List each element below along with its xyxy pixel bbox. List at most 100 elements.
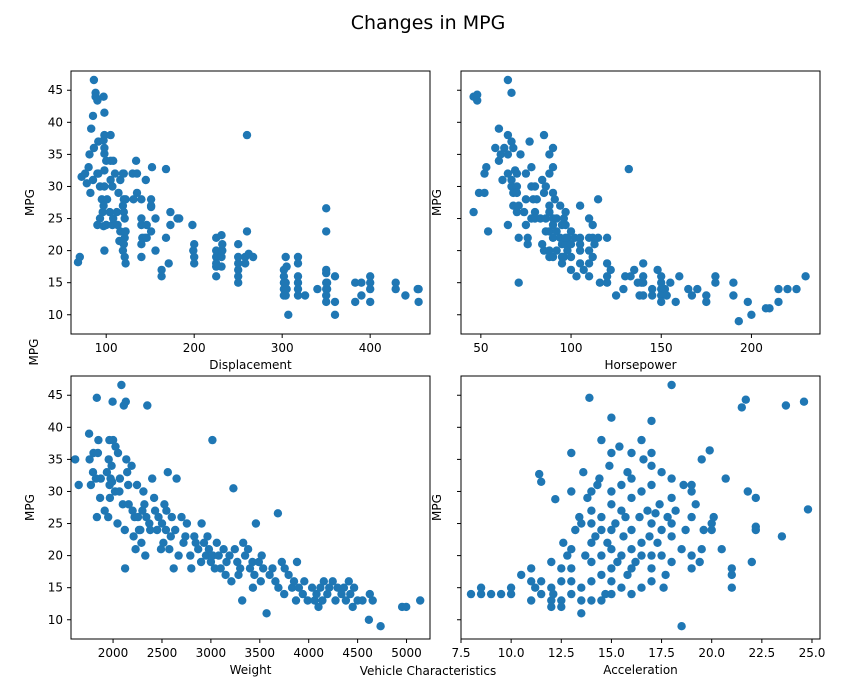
data-point — [548, 252, 558, 262]
data-point — [208, 551, 217, 560]
data-point — [110, 169, 120, 178]
data-point — [486, 589, 496, 599]
data-point — [648, 291, 657, 300]
data-point — [136, 525, 145, 535]
data-point — [166, 532, 175, 541]
data-point — [87, 124, 96, 133]
data-point — [307, 583, 317, 592]
data-point — [591, 532, 600, 541]
data-point — [106, 130, 115, 140]
data-point — [120, 252, 129, 262]
data-point — [199, 538, 209, 547]
data-point — [124, 500, 133, 509]
data-point — [584, 259, 594, 268]
data-point — [623, 570, 632, 580]
data-point — [575, 240, 585, 249]
data-point — [313, 284, 322, 294]
data-point — [138, 506, 147, 515]
data-point — [557, 596, 566, 605]
data-point — [551, 495, 560, 504]
data-point — [271, 577, 280, 586]
data-point — [316, 583, 325, 592]
y-tick-label: 35 — [48, 452, 63, 466]
data-point — [675, 272, 684, 281]
data-point — [157, 519, 167, 528]
data-point — [556, 201, 565, 210]
data-point — [330, 297, 340, 307]
data-point — [587, 557, 596, 567]
data-point — [597, 435, 606, 445]
data-point — [537, 577, 546, 586]
y-axis-label: MPG — [430, 494, 444, 521]
data-point — [514, 233, 523, 242]
data-point — [365, 589, 374, 599]
data-point — [469, 207, 478, 217]
x-tick-label: 2500 — [147, 646, 178, 660]
data-point — [190, 252, 199, 262]
data-point — [115, 487, 124, 496]
data-point — [584, 246, 594, 255]
data-point — [635, 512, 644, 522]
data-point — [630, 265, 639, 275]
data-point — [711, 278, 720, 287]
data-point — [120, 564, 130, 573]
data-point — [615, 442, 624, 451]
data-point — [607, 545, 616, 554]
data-point — [781, 401, 791, 410]
data-point — [579, 265, 588, 275]
data-point — [293, 291, 303, 300]
data-point — [93, 96, 102, 105]
data-point — [531, 583, 540, 592]
data-point — [545, 150, 554, 159]
data-point — [281, 252, 290, 262]
data-point — [575, 233, 585, 242]
data-point — [548, 143, 558, 153]
data-point — [291, 596, 301, 605]
data-point — [391, 278, 400, 287]
y-tick-label: 10 — [48, 308, 63, 322]
data-point — [109, 214, 118, 223]
x-tick-label: 100 — [560, 341, 583, 355]
data-point — [104, 455, 113, 464]
data-point — [212, 538, 221, 547]
x-tick-label: 7.5 — [451, 646, 470, 660]
data-point — [116, 175, 125, 185]
y-tick-label: 20 — [48, 244, 63, 258]
data-point — [107, 461, 116, 470]
data-point — [548, 220, 558, 230]
data-point — [663, 512, 672, 522]
data-point — [322, 297, 331, 307]
data-point — [243, 545, 253, 554]
data-point — [509, 143, 518, 153]
data-point — [100, 130, 109, 140]
data-point — [496, 589, 506, 599]
data-point — [314, 602, 323, 612]
data-point — [561, 220, 570, 230]
x-tick-label: 4500 — [342, 646, 373, 660]
data-point — [161, 233, 171, 242]
data-point — [627, 448, 636, 458]
data-point — [480, 188, 489, 198]
data-point — [114, 188, 123, 198]
x-axis-label: Displacement — [209, 358, 292, 372]
data-point — [545, 246, 554, 255]
data-point — [593, 233, 603, 242]
data-point — [210, 564, 219, 573]
data-point — [322, 291, 331, 300]
data-point — [85, 150, 94, 159]
data-point — [129, 532, 138, 541]
data-point — [659, 583, 668, 592]
data-point — [557, 577, 566, 586]
data-point — [268, 564, 277, 573]
data-point — [709, 512, 718, 522]
data-point — [100, 506, 109, 515]
data-point — [498, 175, 507, 185]
data-point — [491, 143, 500, 153]
x-tick-label: 12.5 — [548, 646, 575, 660]
y-tick-label: 25 — [48, 212, 63, 226]
data-point — [587, 577, 596, 586]
data-point — [557, 259, 567, 268]
data-point — [165, 545, 174, 554]
figure-supxlabel: Vehicle Characteristics — [360, 664, 496, 678]
x-tick-label: 17.5 — [648, 646, 675, 660]
